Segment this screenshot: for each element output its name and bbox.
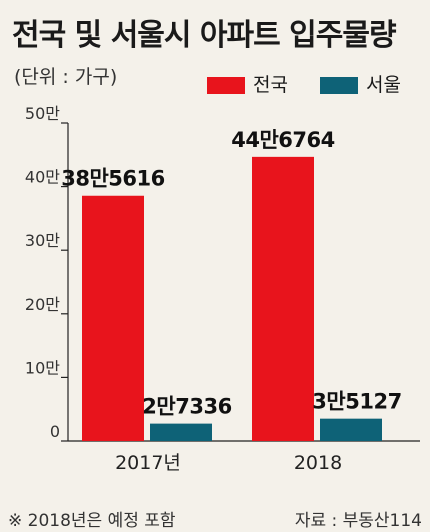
data-label: 44만6764 (231, 128, 335, 152)
legend-swatch-seoul (320, 77, 358, 94)
source-credit: 자료 : 부동산114 (294, 511, 422, 531)
bar-seoul (320, 418, 382, 441)
legend-label-seoul: 서울 (366, 74, 401, 96)
chart-title: 전국 및 서울시 아파트 입주물량 (12, 18, 397, 53)
legend-label-national: 전국 (253, 74, 288, 96)
bar-national (252, 156, 314, 441)
bar-national (82, 195, 144, 441)
y-tick-label: 10만 (25, 358, 60, 377)
x-tick-label: 2018 (294, 452, 342, 474)
y-tick-label: 30만 (25, 231, 60, 250)
legend-swatch-national (207, 77, 245, 94)
y-tick-label: 40만 (25, 168, 60, 187)
x-tick-label: 2017년 (115, 452, 181, 474)
bar-seoul (150, 423, 212, 441)
footnote: ※ 2018년은 예정 포함 (8, 511, 176, 531)
legend-item-seoul: 서울 (320, 70, 401, 97)
data-label: 38만5616 (61, 167, 165, 191)
y-tick-label: 20만 (25, 295, 60, 314)
data-label: 3만5127 (312, 390, 401, 414)
legend-item-national: 전국 (207, 70, 288, 97)
unit-label: (단위 : 가구) (14, 66, 118, 88)
data-label: 2만7336 (142, 395, 231, 419)
y-tick-label: 50만 (25, 104, 60, 123)
y-tick-label: 0 (50, 422, 60, 441)
